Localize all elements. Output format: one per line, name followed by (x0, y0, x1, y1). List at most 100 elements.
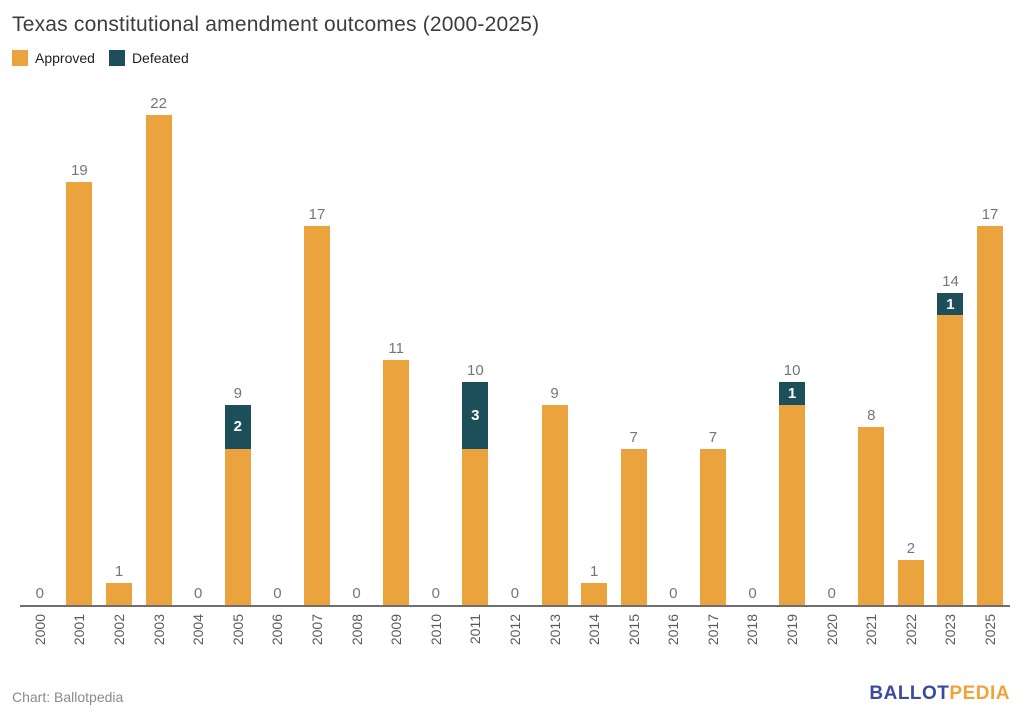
bar-column-2004: 0 (178, 586, 218, 605)
bar-column-2012: 0 (495, 586, 535, 605)
x-axis-label: 2015 (625, 614, 642, 646)
defeated-count-label: 3 (471, 407, 480, 425)
x-axis-label: 2009 (388, 614, 405, 646)
bar-stack (383, 360, 410, 605)
logo-ballot: BALLOT (869, 683, 950, 704)
x-axis-label-cell: 2025 (970, 607, 1010, 657)
x-axis-label-cell: 2008 (337, 607, 377, 657)
bar-column-2021: 8 (851, 408, 891, 605)
bar-total-label: 10 (466, 362, 484, 380)
defeated-segment: 3 (462, 382, 489, 450)
bar-total-label: 0 (35, 585, 44, 602)
legend-item-approved: Approved (12, 50, 95, 66)
approved-segment (779, 404, 806, 605)
bar-stack (303, 226, 330, 605)
approved-swatch-icon (12, 50, 28, 66)
bar-total-label: 1 (589, 562, 599, 580)
x-axis-label-cell: 2015 (614, 607, 654, 657)
bar-stack (977, 226, 1004, 605)
x-axis-label-cell: 2019 (772, 607, 812, 657)
bar-column-2009: 11 (376, 341, 416, 605)
approved-segment (66, 181, 93, 605)
chart-title: Texas constitutional amendment outcomes … (12, 13, 540, 36)
x-axis-label: 2002 (110, 614, 127, 646)
x-axis-label: 2012 (506, 614, 523, 646)
bar-total-label: 9 (550, 384, 559, 402)
x-axis-label: 2017 (704, 614, 721, 646)
x-axis-label: 2006 (269, 614, 286, 646)
bar-total-label: 7 (629, 429, 638, 447)
bar-column-2016: 0 (654, 586, 694, 605)
bar-total-label: 0 (431, 585, 440, 602)
bar-column-2013: 9 (535, 386, 575, 605)
x-axis-label-cell: 2021 (851, 607, 891, 657)
bar-column-2025: 17 (970, 207, 1010, 605)
x-axis-label-cell: 2010 (416, 607, 456, 657)
bar-column-2020: 0 (812, 586, 852, 605)
bar-stack (66, 181, 93, 605)
x-axis-label-cell: 2009 (376, 607, 416, 657)
defeated-segment: 1 (937, 293, 964, 316)
approved-segment (224, 449, 251, 605)
x-axis-label-cell: 2006 (258, 607, 298, 657)
approved-segment (858, 426, 885, 605)
bar-column-2015: 7 (614, 430, 654, 605)
x-axis-label-cell: 2017 (693, 607, 733, 657)
approved-segment (462, 449, 489, 605)
bar-total-label: 0 (748, 585, 757, 602)
x-axis-label: 2023 (942, 614, 959, 646)
defeated-count-label: 1 (787, 384, 797, 402)
bar-column-2017: 7 (693, 430, 733, 605)
x-axis-label-cell: 2003 (139, 607, 179, 657)
x-axis-label: 2011 (467, 614, 484, 645)
approved-segment (541, 404, 568, 605)
legend-label-approved: Approved (35, 50, 95, 66)
approved-segment (105, 582, 132, 605)
bar-column-2023: 14 1 (931, 274, 971, 605)
legend: Approved Defeated (12, 50, 1012, 66)
plot-wrap: 0 19 1 22 0 9 2 0 17 0 11 0 10 3 0 9 1 7 0 7 0 10 1 0 8 2 14 1 17 (20, 85, 1010, 607)
bar-column-2006: 0 (258, 586, 298, 605)
x-axis-label: 2019 (784, 614, 801, 646)
x-axis-label-cell: 2023 (931, 607, 971, 657)
bar-column-2011: 10 3 (456, 363, 496, 605)
bar-column-2000: 0 (20, 586, 60, 605)
bar-column-2018: 0 (733, 586, 773, 605)
bar-stack: 2 (224, 404, 251, 605)
bar-total-label: 7 (708, 429, 718, 447)
chart-header: Texas constitutional amendment outcomes … (0, 0, 1024, 66)
approved-segment (581, 582, 608, 605)
approved-segment (977, 226, 1004, 605)
x-axis-label: 2008 (348, 614, 365, 646)
bar-stack: 3 (462, 382, 489, 605)
bar-stack (858, 426, 885, 605)
bar-stack (145, 115, 172, 605)
bar-total-label: 0 (510, 585, 520, 602)
x-axis-label-cell: 2005 (218, 607, 258, 657)
bar-column-2022: 2 (891, 541, 931, 605)
x-axis-label-cell: 2002 (99, 607, 139, 657)
x-axis-labels: 2000 2001 2002 2003 2004 2005 2006 2007 2008 2009… (20, 607, 1010, 657)
x-axis-label: 2001 (71, 614, 88, 646)
x-axis-label-cell: 2014 (574, 607, 614, 657)
x-axis-label: 2020 (823, 614, 840, 646)
x-axis-label-cell: 2011 (456, 607, 496, 657)
bar-column-2003: 22 (139, 96, 179, 605)
approved-segment (699, 449, 726, 605)
bar-total-label: 9 (233, 384, 242, 402)
bar-total-label: 0 (273, 585, 282, 602)
bar-total-label: 0 (827, 585, 836, 602)
x-axis-label-cell: 2007 (297, 607, 337, 657)
x-axis-label: 2010 (427, 614, 444, 646)
bar-column-2010: 0 (416, 586, 456, 605)
legend-label-defeated: Defeated (131, 50, 189, 66)
approved-segment (620, 449, 647, 605)
bar-total-label: 11 (388, 340, 404, 357)
bar-total-label: 0 (352, 585, 361, 602)
x-axis-label: 2014 (586, 614, 603, 646)
chart-credit: Chart: Ballotpedia (12, 689, 124, 705)
bar-stack (105, 582, 132, 605)
legend-item-defeated: Defeated (108, 50, 189, 66)
x-axis-label: 2003 (150, 614, 167, 646)
